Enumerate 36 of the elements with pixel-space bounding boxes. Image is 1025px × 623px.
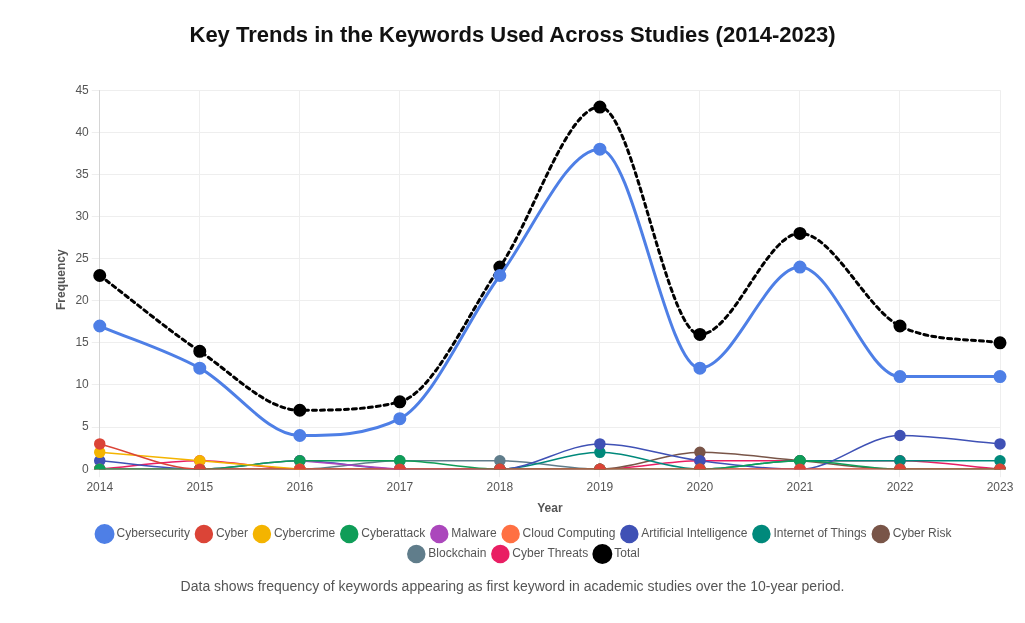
x-tick-label: 2020 [686, 479, 714, 494]
text: Data shows frequency of keywords appearing as first keyword in academic studies over the 10-year period. [179, 578, 846, 594]
legend-label: Artificial Intelligence [641, 526, 748, 541]
y-tick-label: 5 [82, 419, 90, 434]
x-tick-label: 2016 [286, 479, 314, 494]
legend-label: Cyber [215, 526, 248, 541]
legend-label: Total [614, 546, 640, 561]
y-axis-title: Frequency [53, 249, 68, 311]
legend-label: Cybersecurity [116, 526, 190, 541]
y-tick-label: 45 [75, 82, 90, 97]
legend-label: Cyber Risk [892, 526, 953, 541]
legend-label: Cloud Computing [522, 526, 616, 541]
x-tick-label: 2022 [886, 479, 914, 494]
legend-label: Malware [451, 526, 497, 541]
y-tick-label: 40 [75, 124, 90, 139]
y-tick-label: 35 [75, 166, 90, 181]
y-tick-label: 0 [82, 461, 90, 476]
legend-label: Internet of Things [773, 526, 867, 541]
legend-label: Cyberattack [361, 526, 427, 541]
x-tick-label: 2017 [386, 479, 414, 494]
x-axis-title: Year [537, 501, 563, 516]
x-tick-label: 2014 [86, 479, 114, 494]
x-tick-label: 2015 [186, 479, 214, 494]
y-tick-label: 10 [75, 377, 90, 392]
y-tick-label: 15 [75, 335, 90, 350]
x-tick-label: 2019 [586, 479, 614, 494]
x-tick-label: 2018 [486, 479, 514, 494]
y-tick-label: 30 [75, 208, 90, 223]
x-tick-label: 2021 [786, 479, 814, 494]
legend-label: Cyber Threats [512, 546, 589, 561]
y-tick-label: 20 [75, 293, 90, 308]
x-tick-label: 2023 [986, 479, 1014, 494]
chart-title: Key Trends in the Keywords Used Across Studies (2014-2023) [188, 22, 837, 48]
legend-label: Blockchain [428, 546, 487, 561]
legend-label: Cybercrime [273, 526, 336, 541]
y-tick-label: 25 [75, 250, 90, 265]
